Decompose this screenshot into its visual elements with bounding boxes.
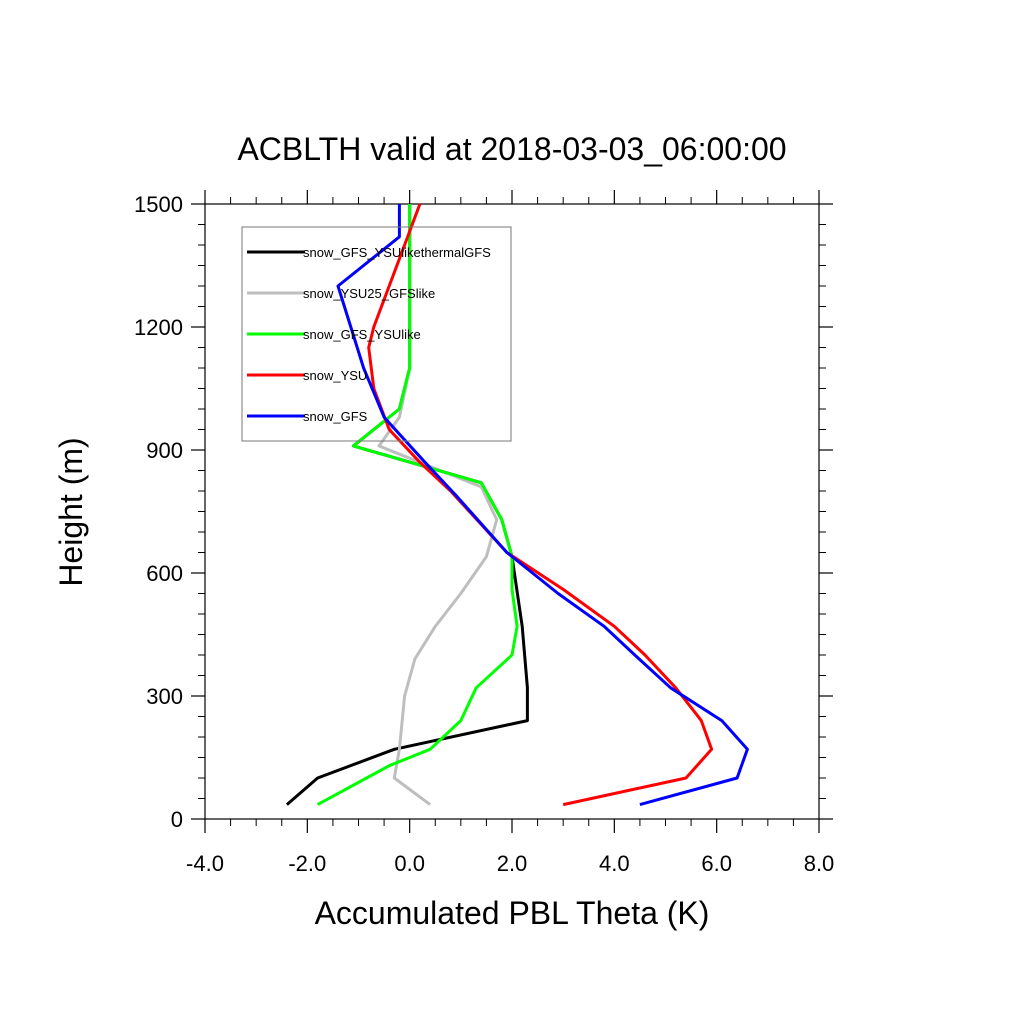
y-tick-label: 0 [171, 807, 183, 832]
series-line-snow_GFS_YSUlike [316, 204, 519, 806]
legend: snow_GFS_YSUlikethermalGFS snow_YSU25_GFS… [241, 226, 512, 442]
x-axis-label: Accumulated PBL Theta (K) [315, 895, 710, 931]
series-group [285, 203, 749, 807]
x-tick-label: 0.0 [394, 851, 425, 876]
y-tick-label: 300 [146, 684, 183, 709]
legend-label: snow_YSU25_GFSlike [303, 286, 435, 301]
x-tick-label: 2.0 [497, 851, 528, 876]
legend-label: snow_GFS [303, 409, 368, 424]
legend-label: snow_YSU [303, 368, 367, 383]
y-tick-label: 900 [146, 438, 183, 463]
x-tick-label: 4.0 [599, 851, 630, 876]
series-line-snow_YSU25_GFSlike [377, 204, 499, 806]
legend-label: snow_GFS_YSUlike [303, 327, 421, 342]
x-tick-label: -2.0 [288, 851, 326, 876]
x-tick-label: -4.0 [186, 851, 224, 876]
y-axis-label: Height (m) [53, 437, 89, 586]
chart-title: ACBLTH valid at 2018-03-03_06:00:00 [237, 131, 786, 167]
y-tick-label: 1200 [134, 315, 183, 340]
x-tick-label: 6.0 [701, 851, 732, 876]
series-line-snow_GFS [336, 204, 749, 807]
y-tick-label: 1500 [134, 192, 183, 217]
legend-box [241, 226, 512, 442]
legend-label: snow_GFS_YSUlikethermalGFS [303, 245, 491, 260]
x-tick-label: 8.0 [804, 851, 835, 876]
y-tick-label: 600 [146, 561, 183, 586]
axes-group: -4.0 -2.0 0.0 2.0 4.0 6.0 8.0 0 300 600 900 1200 150… [134, 190, 834, 876]
